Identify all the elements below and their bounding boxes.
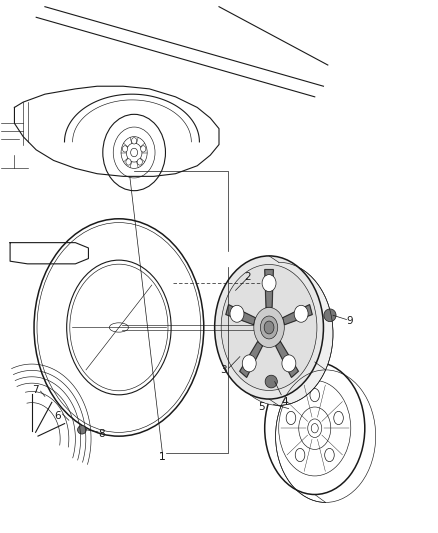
Circle shape: [141, 146, 146, 152]
Ellipse shape: [286, 411, 296, 425]
Ellipse shape: [264, 321, 274, 334]
Circle shape: [126, 159, 131, 165]
Text: 4: 4: [281, 397, 288, 407]
Text: 7: 7: [32, 384, 39, 394]
Circle shape: [122, 146, 127, 152]
Circle shape: [262, 274, 276, 292]
Polygon shape: [283, 304, 312, 325]
Text: 1: 1: [159, 453, 166, 463]
Circle shape: [242, 355, 256, 372]
Text: 3: 3: [220, 365, 226, 375]
Polygon shape: [226, 304, 255, 325]
Circle shape: [282, 355, 296, 372]
Ellipse shape: [324, 309, 336, 321]
Text: 1: 1: [159, 453, 166, 463]
Ellipse shape: [224, 262, 333, 406]
Circle shape: [230, 305, 244, 322]
Ellipse shape: [295, 448, 305, 462]
Ellipse shape: [260, 316, 278, 339]
Text: 2: 2: [244, 272, 251, 282]
Polygon shape: [240, 342, 262, 377]
Ellipse shape: [265, 375, 277, 388]
Polygon shape: [276, 342, 298, 377]
Text: 5: 5: [258, 402, 265, 412]
Polygon shape: [265, 270, 273, 308]
Text: 9: 9: [346, 316, 353, 326]
Ellipse shape: [221, 264, 317, 391]
Circle shape: [137, 159, 142, 165]
Ellipse shape: [78, 425, 86, 434]
Text: 6: 6: [54, 411, 60, 421]
Ellipse shape: [254, 308, 284, 348]
Ellipse shape: [334, 411, 343, 425]
Circle shape: [294, 305, 308, 322]
Text: 8: 8: [98, 429, 105, 439]
Circle shape: [131, 138, 137, 144]
Ellipse shape: [215, 256, 323, 399]
Ellipse shape: [325, 448, 334, 462]
Ellipse shape: [310, 389, 320, 402]
